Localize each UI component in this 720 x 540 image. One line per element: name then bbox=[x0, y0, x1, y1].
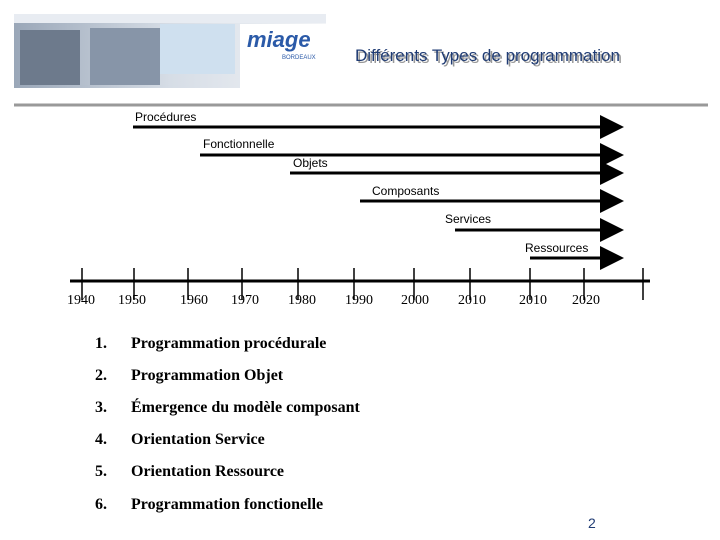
year: 2000 bbox=[401, 293, 429, 308]
track-label: Procédures bbox=[135, 110, 196, 124]
track-label: Ressources bbox=[525, 241, 588, 255]
item-number: 4. bbox=[95, 431, 107, 448]
item-text: Émergence du modèle composant bbox=[131, 397, 361, 416]
year: 1990 bbox=[345, 293, 373, 308]
title: Différents Types de programmation bbox=[355, 46, 620, 65]
item-text: Orientation Ressource bbox=[131, 463, 284, 480]
track-label: Objets bbox=[293, 156, 328, 170]
track-label: Fonctionnelle bbox=[203, 137, 275, 151]
year: 1970 bbox=[231, 293, 259, 308]
year: 1940 bbox=[67, 293, 95, 308]
item-number: 2. bbox=[95, 367, 107, 384]
item-text: Programmation fonctionelle bbox=[131, 496, 323, 513]
logo: miage bbox=[247, 27, 311, 52]
item-text: Programmation Objet bbox=[131, 367, 284, 384]
track-label: Composants bbox=[372, 184, 439, 198]
header-banner: miage BORDEAUX bbox=[14, 14, 326, 88]
logo-sub: BORDEAUX bbox=[282, 55, 316, 61]
year: 1980 bbox=[288, 293, 316, 308]
item-number: 6. bbox=[95, 496, 107, 513]
item-number: 3. bbox=[95, 399, 107, 416]
title-shadow: Différents Types de programmation bbox=[357, 48, 622, 67]
track-label: Services bbox=[445, 212, 491, 226]
year: 2020 bbox=[572, 293, 600, 308]
item-number: 1. bbox=[95, 335, 107, 352]
time-axis: 1940 1950 1960 1970 1980 1990 2000 2010 … bbox=[67, 268, 650, 308]
item-text: Programmation procédurale bbox=[131, 335, 326, 352]
page-number: 2 bbox=[588, 515, 596, 531]
year: 1950 bbox=[118, 293, 146, 308]
list: 1. Programmation procédurale 2. Programm… bbox=[95, 335, 361, 513]
item-number: 5. bbox=[95, 463, 107, 480]
year: 2010 bbox=[519, 293, 547, 308]
year: 2010 bbox=[458, 293, 486, 308]
tracks: Procédures Fonctionnelle Objets Composan… bbox=[133, 110, 624, 270]
item-text: Orientation Service bbox=[131, 431, 265, 448]
year: 1960 bbox=[180, 293, 208, 308]
